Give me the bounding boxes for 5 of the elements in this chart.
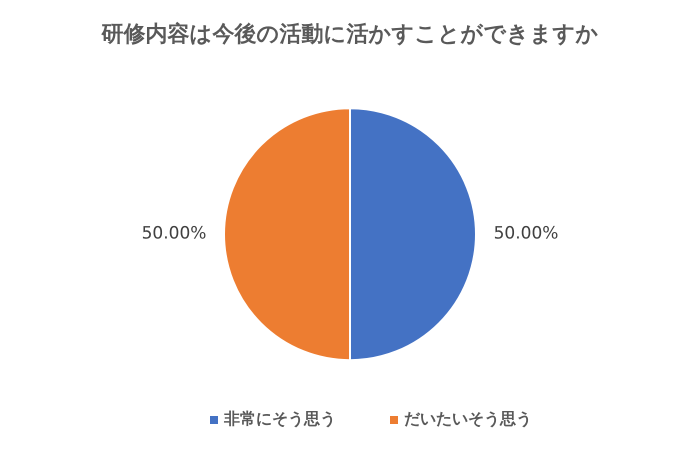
legend-label: 非常にそう思う: [223, 409, 336, 428]
data-label: 50.00%: [142, 224, 206, 244]
legend-label: だいたいそう思う: [404, 409, 532, 428]
data-label: 50.00%: [494, 224, 558, 244]
chart-title: 研修内容は今後の活動に活かすことができますか: [100, 20, 598, 47]
